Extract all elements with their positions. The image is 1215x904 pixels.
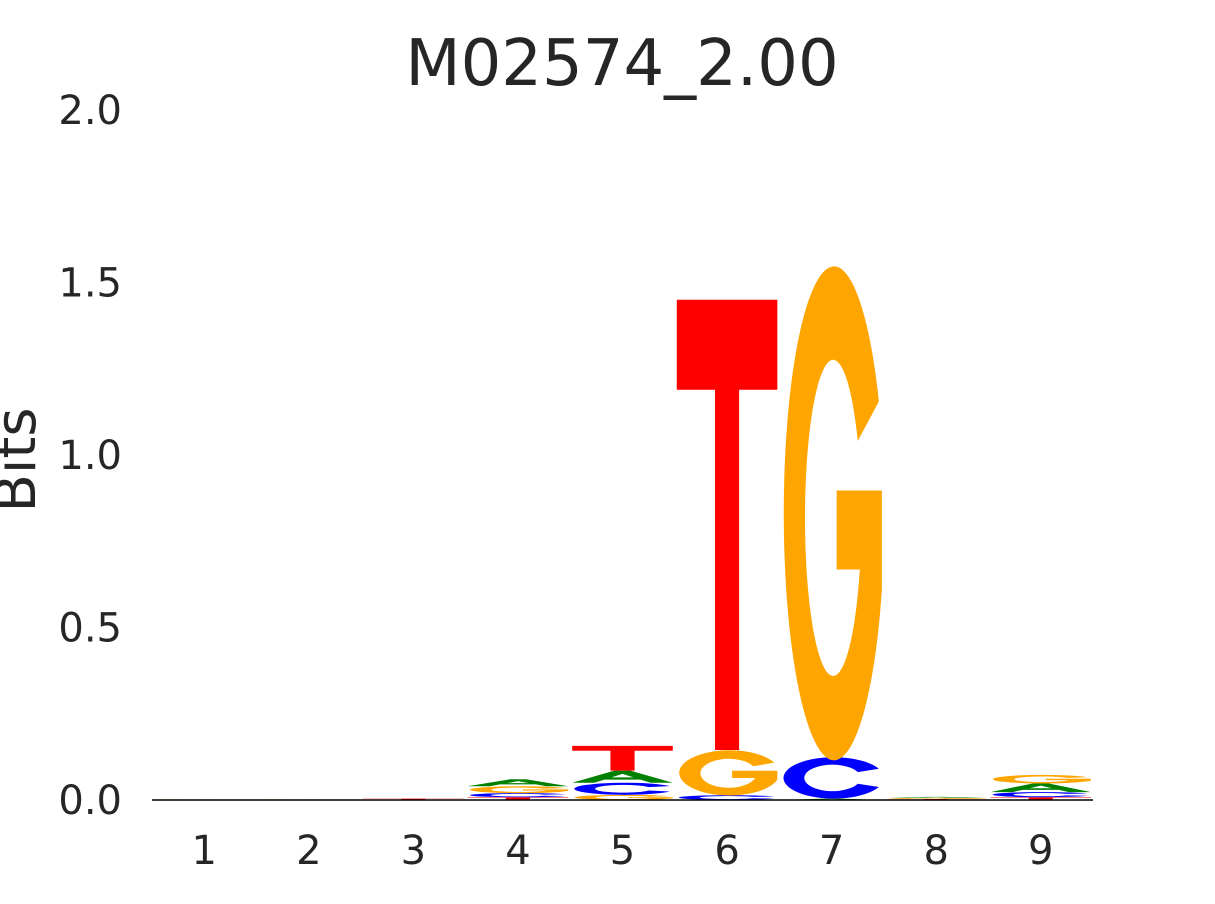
x-tick-label: 9 bbox=[1028, 828, 1053, 874]
logo-letter-G bbox=[679, 750, 777, 795]
logo-letter-C bbox=[783, 757, 878, 798]
logo-letter-A bbox=[572, 771, 673, 783]
y-tick-label: 0.0 bbox=[58, 778, 122, 824]
x-tick-label: 2 bbox=[296, 828, 321, 874]
logo-letter-C bbox=[470, 793, 565, 797]
logo-letter-G bbox=[784, 266, 882, 760]
x-ticks: 1 2 3 4 5 6 7 8 9 bbox=[192, 828, 1054, 874]
y-axis-label: Bits bbox=[0, 407, 49, 512]
logo-letter-G bbox=[470, 786, 568, 793]
logo-letter-C bbox=[993, 792, 1088, 797]
y-tick-label: 1.0 bbox=[58, 433, 122, 479]
logo-letters bbox=[154, 266, 1091, 800]
chart-title: M02574_2.00 bbox=[405, 27, 838, 101]
x-tick-label: 4 bbox=[505, 828, 530, 874]
y-ticks: 0.0 0.5 1.0 1.5 2.0 bbox=[58, 88, 122, 824]
x-tick-label: 5 bbox=[610, 828, 635, 874]
x-tick-label: 1 bbox=[192, 828, 217, 874]
y-tick-label: 1.5 bbox=[58, 261, 122, 307]
logo-letter-T bbox=[677, 300, 778, 750]
x-tick-label: 3 bbox=[401, 828, 426, 874]
logo-letter-A bbox=[990, 783, 1091, 792]
x-tick-label: 7 bbox=[819, 828, 844, 874]
logo-letter-T bbox=[572, 746, 673, 771]
logo-letter-A bbox=[886, 797, 987, 798]
logo-letter-G bbox=[993, 775, 1091, 784]
y-tick-label: 2.0 bbox=[58, 88, 122, 134]
logo-letter-C bbox=[574, 783, 669, 795]
logo-letter-A bbox=[468, 779, 569, 786]
logo-letter-G bbox=[888, 798, 986, 799]
y-tick-label: 0.5 bbox=[58, 606, 122, 652]
x-tick-label: 8 bbox=[923, 828, 948, 874]
x-tick-label: 6 bbox=[714, 828, 739, 874]
